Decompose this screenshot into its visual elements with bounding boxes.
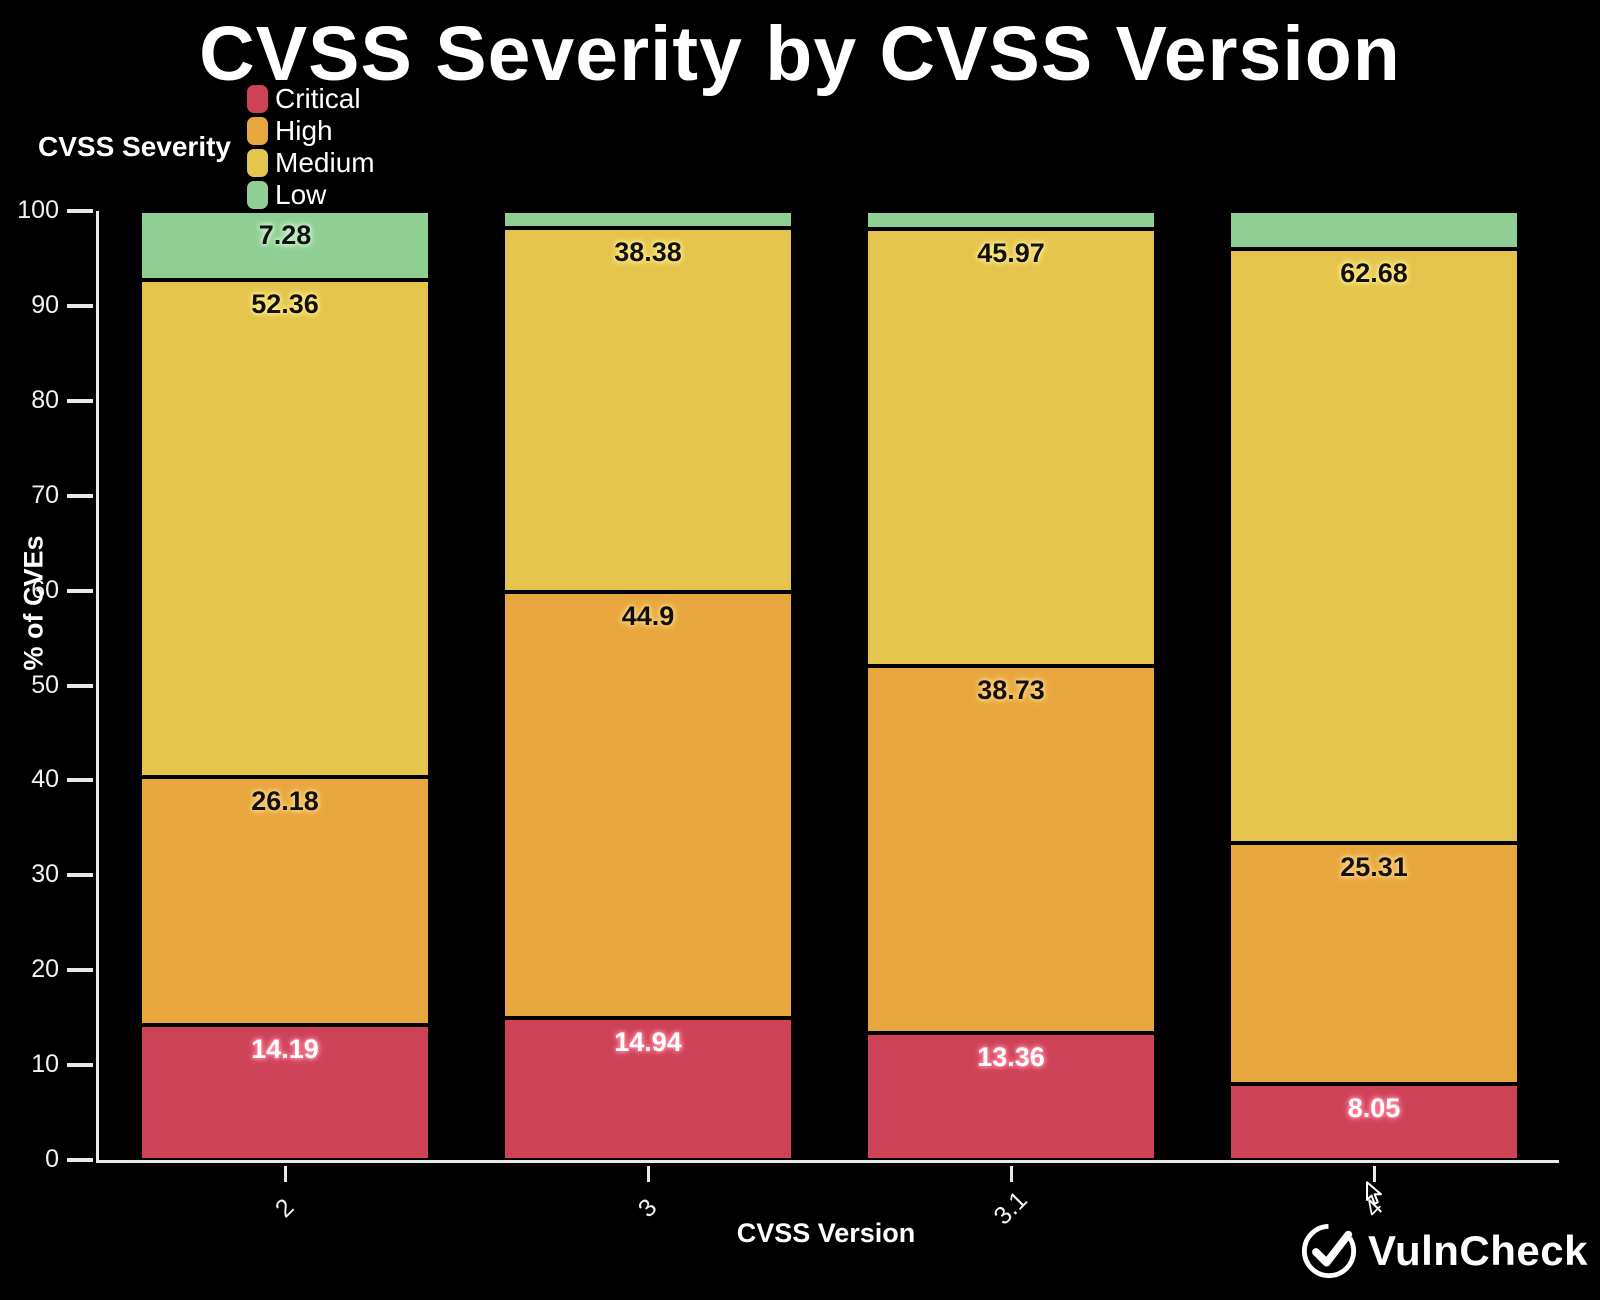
y-axis-tick <box>67 1158 93 1162</box>
bar-segment-low-v3.1[interactable] <box>866 211 1156 230</box>
y-axis-tick-label: 10 <box>31 1050 59 1079</box>
stacked-bar-cvss-4: 62.68 25.31 8.05 <box>1229 211 1519 1160</box>
bar-segment-medium-v4[interactable]: 62.68 <box>1229 248 1519 844</box>
legend-swatch-high <box>247 117 268 145</box>
segment-value-label: 26.18 <box>251 785 319 816</box>
y-axis-tick <box>67 493 93 498</box>
x-axis-tick-label: 3 <box>632 1193 663 1223</box>
legend-item-high[interactable]: High <box>247 115 375 147</box>
legend-item-medium[interactable]: Medium <box>247 147 375 179</box>
y-axis-tick <box>67 1063 93 1068</box>
bar-segment-high-v4[interactable]: 25.31 <box>1229 843 1519 1084</box>
legend-items: Critical High Medium Low <box>247 83 393 211</box>
legend-item-label: Low <box>275 179 327 210</box>
segment-value-label: 13.36 <box>977 1042 1045 1073</box>
bar-segment-medium-v2[interactable]: 52.36 <box>140 280 430 777</box>
vulncheck-logo-icon <box>1301 1223 1357 1279</box>
legend-item-low[interactable]: Low <box>247 179 375 211</box>
legend: CVSS Severity Critical High Medium Low <box>38 83 393 210</box>
stacked-bar-cvss-3: 38.38 44.9 14.94 <box>503 211 793 1160</box>
x-axis-tick <box>646 1166 650 1182</box>
segment-value-label: 62.68 <box>1340 257 1408 288</box>
segment-value-label: 45.97 <box>977 238 1045 269</box>
legend-title: CVSS Severity <box>38 131 231 162</box>
bar-segment-low-v3[interactable] <box>503 211 793 228</box>
stacked-bar-cvss-3.1: 45.97 38.73 13.36 <box>866 211 1156 1160</box>
legend-item-label: High <box>275 115 333 146</box>
segment-value-label: 14.19 <box>251 1034 319 1065</box>
y-axis-tick-label: 80 <box>31 385 59 414</box>
x-axis-title: CVSS Version <box>736 1218 916 1248</box>
bar-segment-critical-v2[interactable]: 14.19 <box>140 1025 430 1160</box>
brand-name: VulnCheck <box>1368 1227 1588 1274</box>
bar-segment-critical-v3.1[interactable]: 13.36 <box>866 1033 1156 1160</box>
legend-item-label: Critical <box>275 83 361 114</box>
y-axis-tick-label: 90 <box>31 290 59 319</box>
y-axis-tick <box>67 873 93 878</box>
bar-segment-high-v3[interactable]: 44.9 <box>503 592 793 1019</box>
bar-segment-low-v4[interactable] <box>1229 211 1519 249</box>
segment-value-label: 38.73 <box>977 674 1045 705</box>
y-axis-tick-label: 100 <box>17 196 59 224</box>
x-axis-tick <box>1372 1166 1376 1182</box>
segment-value-label: 7.28 <box>258 220 312 250</box>
x-axis-tick-label: 2 <box>269 1193 300 1223</box>
bar-segment-high-v3.1[interactable]: 38.73 <box>866 665 1156 1034</box>
x-axis-tick <box>1009 1166 1013 1182</box>
y-axis-tick <box>67 778 93 783</box>
y-axis-tick <box>67 588 93 593</box>
legend-swatch-critical <box>247 85 268 113</box>
bar-segment-medium-v3[interactable]: 38.38 <box>503 227 793 593</box>
y-axis-tick-label: 40 <box>31 765 59 794</box>
y-axis-tick <box>67 303 93 308</box>
y-axis-tick-label: 50 <box>31 670 59 699</box>
legend-swatch-low <box>247 181 268 209</box>
bar-segment-critical-v4[interactable]: 8.05 <box>1229 1083 1519 1160</box>
segment-value-label: 52.36 <box>251 289 319 320</box>
mouse-cursor-icon <box>1366 1181 1382 1205</box>
legend-swatch-medium <box>247 149 268 177</box>
brand-logo: VulnCheck <box>1300 1222 1588 1280</box>
y-axis-tick-label: 20 <box>31 955 59 984</box>
y-axis-tick <box>67 683 93 688</box>
y-axis-tick <box>67 398 93 403</box>
y-axis-tick-label: 60 <box>31 575 59 604</box>
y-axis-tick-label: 0 <box>45 1145 59 1173</box>
bar-segment-low-v2[interactable]: 7.28 <box>140 211 430 281</box>
y-axis-tick-label: 30 <box>31 860 59 889</box>
segment-value-label: 14.94 <box>614 1027 682 1058</box>
segment-value-label: 25.31 <box>1340 852 1408 883</box>
chart-title: CVSS Severity by CVSS Version <box>199 11 1401 97</box>
x-axis-tick <box>283 1166 287 1182</box>
y-axis-tick <box>67 968 93 973</box>
segment-value-label: 8.05 <box>1347 1092 1401 1123</box>
stacked-bar-cvss-2: 7.28 52.36 26.18 14.19 <box>140 211 430 1160</box>
y-axis-tick-label: 70 <box>31 480 59 509</box>
bar-segment-critical-v3[interactable]: 14.94 <box>503 1018 793 1160</box>
segment-value-label: 38.38 <box>614 236 682 267</box>
y-axis-tick <box>67 209 93 213</box>
y-axis-title: % of CVEs <box>18 535 49 671</box>
bar-segment-medium-v3.1[interactable]: 45.97 <box>866 229 1156 666</box>
legend-item-critical[interactable]: Critical <box>247 83 375 115</box>
x-axis-tick-label: 3.1 <box>988 1185 1033 1231</box>
segment-value-label: 44.9 <box>621 601 675 632</box>
plot-area: 0 10 20 30 40 50 60 70 80 90 100 7.28 52.36 26.18 14.1… <box>17 196 1559 1230</box>
legend-item-label: Medium <box>275 147 375 178</box>
bar-segment-high-v2[interactable]: 26.18 <box>140 776 430 1026</box>
